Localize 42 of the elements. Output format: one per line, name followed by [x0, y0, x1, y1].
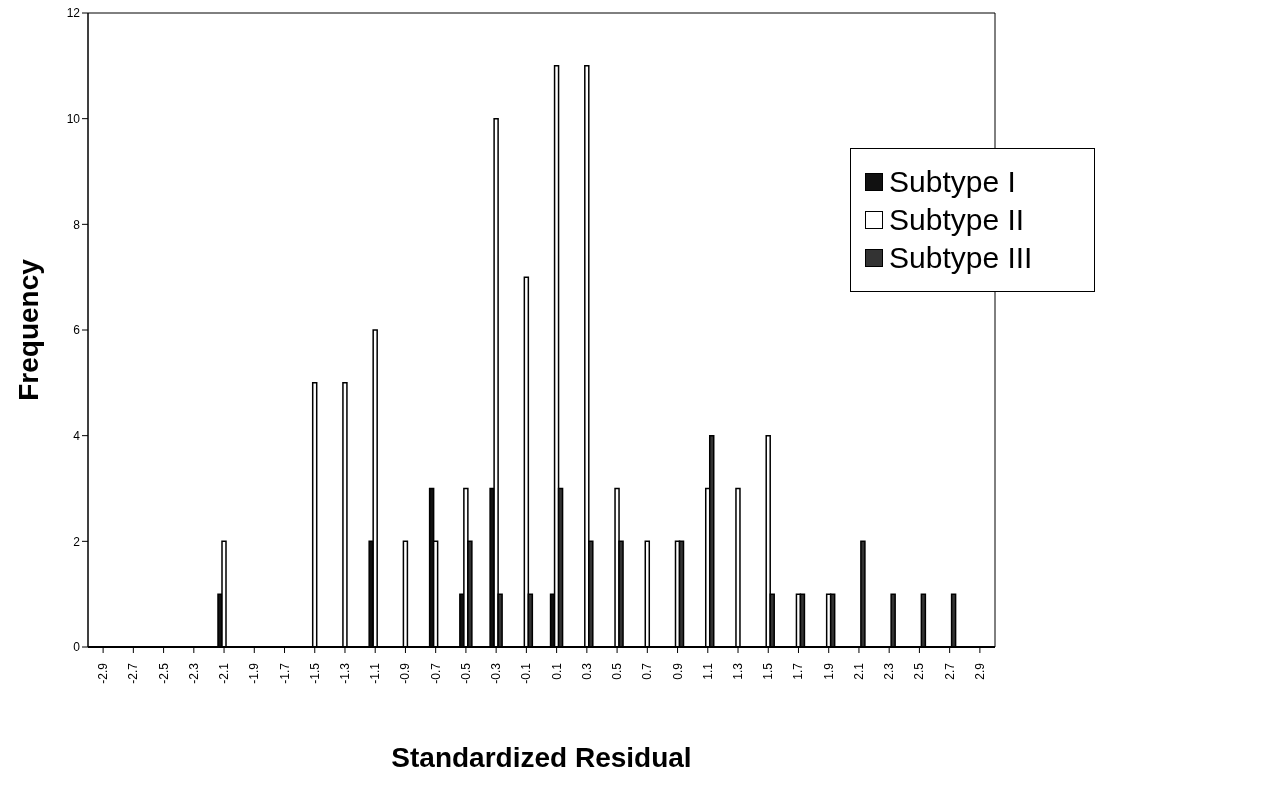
x-tick-label: 2.7 — [942, 662, 957, 680]
x-tick-label: 0.1 — [549, 662, 564, 680]
x-tick-label: 0.3 — [579, 662, 594, 680]
x-axis-title: Standardized Residual — [391, 742, 692, 773]
y-axis-title: Frequency — [12, 258, 44, 401]
y-tick-label: 6 — [73, 323, 81, 338]
legend-label: Subtype I — [889, 165, 1016, 199]
y-tick-label: 2 — [73, 534, 81, 549]
y-tick-label: 12 — [66, 6, 81, 21]
x-tick-label: 1.3 — [731, 662, 746, 680]
x-tick-label: 1.1 — [700, 662, 715, 680]
x-tick-label: 2.3 — [882, 662, 897, 680]
x-tick-label: -2.1 — [217, 662, 232, 684]
x-tick-label: -1.1 — [368, 662, 383, 684]
x-tick-label: 1.7 — [791, 662, 806, 680]
y-tick-label: 0 — [73, 640, 81, 655]
y-tick-label: 8 — [73, 217, 81, 232]
x-tick-label: 2.5 — [912, 662, 927, 680]
x-tick-label: -2.7 — [126, 662, 141, 684]
x-tick-label: 1.9 — [821, 662, 836, 680]
x-tick-label: 2.1 — [851, 662, 866, 680]
x-tick-label: -2.9 — [96, 662, 111, 684]
x-tick-label: -1.7 — [277, 662, 292, 684]
x-tick-label: -0.5 — [458, 662, 473, 684]
x-tick-label: -0.9 — [398, 662, 413, 684]
y-tick-label: 4 — [73, 428, 81, 443]
x-tick-label: 0.5 — [610, 662, 625, 680]
x-tick-label: 1.5 — [761, 662, 776, 680]
x-tick-label: -2.3 — [186, 662, 201, 684]
y-tick-label: 10 — [66, 111, 81, 126]
x-tick-label: -1.5 — [307, 662, 322, 684]
x-tick-label: 0.9 — [670, 662, 685, 680]
x-tick-label: -1.9 — [247, 662, 262, 684]
x-tick-label: -2.5 — [156, 662, 171, 684]
x-tick-label: -0.1 — [519, 662, 534, 684]
x-tick-label: -0.3 — [489, 662, 504, 684]
x-tick-label: 2.9 — [972, 662, 987, 680]
x-tick-label: 0.7 — [640, 662, 655, 680]
x-tick-label: -0.7 — [428, 662, 443, 684]
legend-label: Subtype II — [889, 203, 1025, 237]
x-tick-label: -1.3 — [337, 662, 352, 684]
legend-label: Subtype III — [889, 241, 1033, 275]
